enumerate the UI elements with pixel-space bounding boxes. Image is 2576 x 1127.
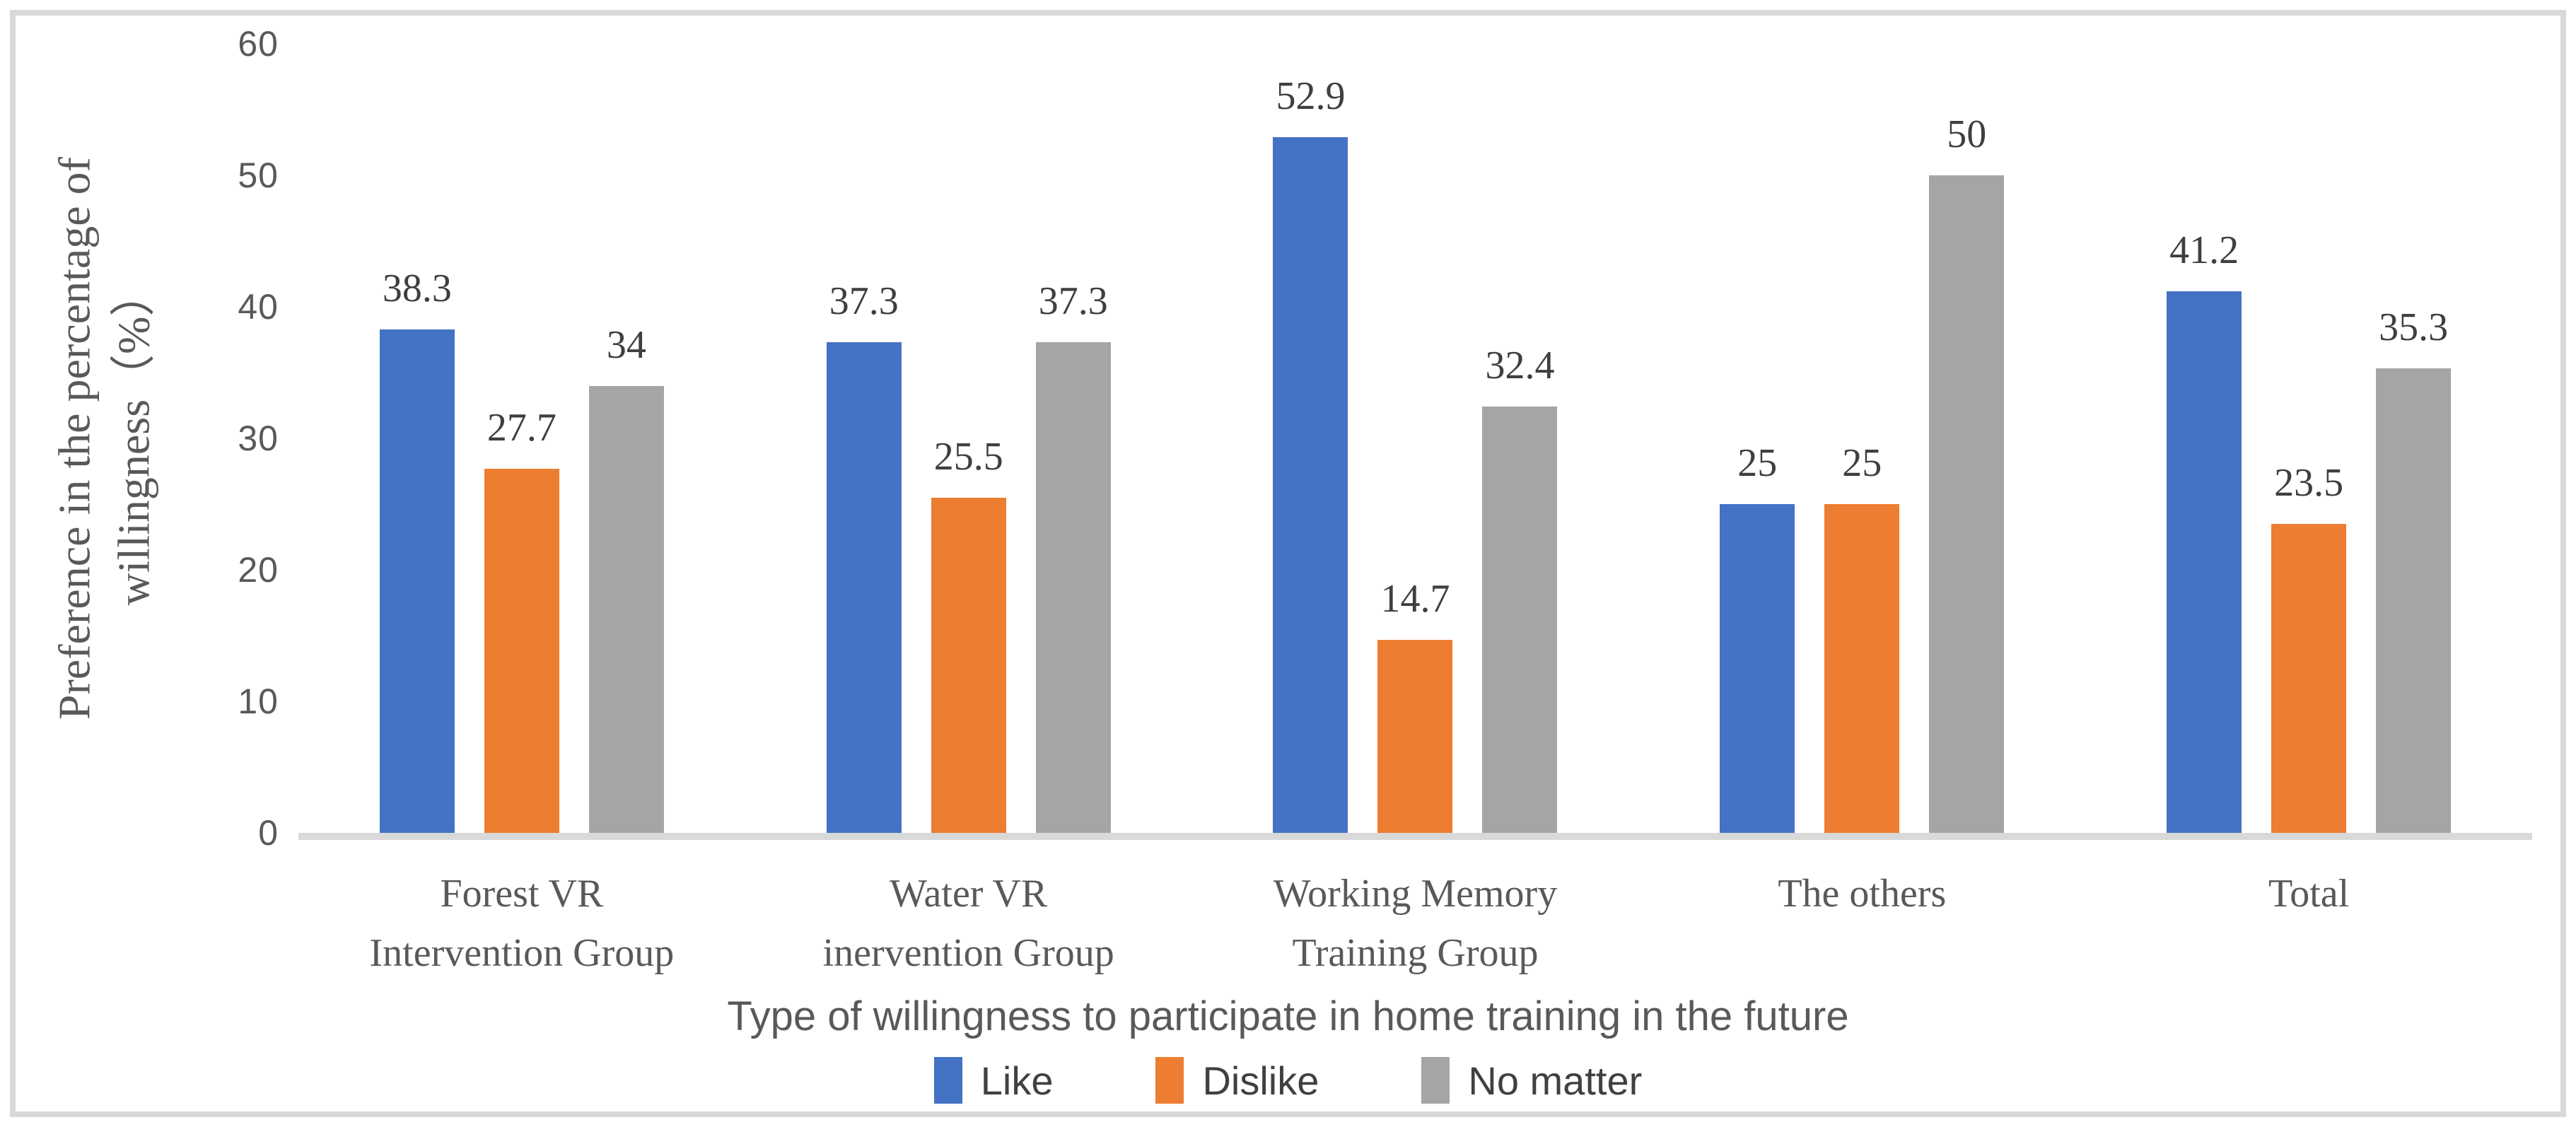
- no-matter-bar: 34: [588, 323, 664, 833]
- y-tick-label: 60: [238, 24, 279, 64]
- bar-chart: Preference in the percentage of willingn…: [16, 16, 2560, 1111]
- dislike-bar: 25.5: [931, 435, 1006, 833]
- category-label-line: Training Group: [1292, 931, 1539, 975]
- y-tick-label: 40: [238, 287, 279, 327]
- legend-label: No matter: [1468, 1058, 1643, 1103]
- category-label-line: Intervention Group: [369, 931, 675, 975]
- dislike-bar: 27.7: [484, 406, 559, 833]
- x-axis-title: Type of willingness to participate in ho…: [727, 993, 1849, 1039]
- bar-value-label: 32.4: [1485, 344, 1555, 388]
- category-label: Forest VR Intervention Group: [298, 864, 745, 983]
- legend-label: Dislike: [1202, 1058, 1319, 1103]
- category-label-line: inervention Group: [822, 931, 1114, 975]
- bar-value-label: 27.7: [486, 405, 556, 450]
- bar-value-label: 50: [1947, 112, 1987, 156]
- bar-value-label: 25: [1737, 441, 1778, 485]
- y-axis-title-area: Preference in the percentage of willingn…: [28, 44, 180, 833]
- no-matter-bar: 37.3: [1035, 279, 1111, 833]
- bar-group: 37.3 25.5 37.3: [745, 44, 1192, 833]
- bar-value-label: 41.2: [2169, 228, 2239, 272]
- bar-value-label: 34: [606, 322, 646, 367]
- legend-item-dislike: Dislike: [1155, 1057, 1319, 1104]
- category-labels: Forest VR Intervention Group Water VR inerv…: [298, 864, 2532, 983]
- bar-value-label: 23.5: [2274, 460, 2344, 505]
- legend: Like Dislike No matter: [16, 1057, 2560, 1104]
- bar-value-label: 38.3: [382, 266, 452, 310]
- dislike-bar: 23.5: [2271, 461, 2347, 833]
- no-matter-bar: 32.4: [1482, 344, 1558, 833]
- bar-group: 38.3 27.7 34: [298, 44, 745, 833]
- no-matter-bar: 35.3: [2376, 305, 2452, 833]
- y-tick-label: 50: [238, 156, 279, 195]
- y-tick-label: 20: [238, 550, 279, 590]
- bar-value-label: 37.3: [829, 279, 899, 324]
- like-bar: 41.2: [2167, 228, 2242, 833]
- legend-swatch-icon: [1421, 1057, 1450, 1104]
- category-label: Water VR inervention Group: [745, 864, 1192, 983]
- bar-value-label: 52.9: [1276, 74, 1346, 119]
- legend-swatch-icon: [933, 1057, 962, 1104]
- bar-value-label: 25: [1842, 441, 1882, 485]
- category-label-line: Forest VR: [440, 872, 604, 916]
- bar-value-label: 25.5: [933, 434, 1003, 479]
- like-bar: 37.3: [826, 279, 902, 833]
- y-axis-title-line-2: willingness（%）: [108, 271, 159, 606]
- category-label: Working Memory Training Group: [1192, 864, 1639, 983]
- bar-group: 52.9 14.7 32.4: [1192, 44, 1639, 833]
- y-tick-label: 0: [258, 813, 279, 853]
- category-label: Total: [2085, 864, 2532, 983]
- bar-group: 25 25 50: [1638, 44, 2085, 833]
- category-label-line: Working Memory: [1273, 872, 1558, 916]
- category-label-line: Water VR: [890, 872, 1048, 916]
- y-axis-ticks: 0 10 20 30 40 50 60: [189, 24, 298, 853]
- bar-value-label: 37.3: [1038, 279, 1108, 324]
- category-label: The others: [1638, 864, 2085, 983]
- y-axis-title-line-1: Preference in the percentage of: [49, 157, 100, 720]
- y-tick-label: 30: [238, 419, 279, 458]
- like-bar: 52.9: [1273, 74, 1348, 833]
- plot-area: 38.3 27.7 34 37.3 25.5 37.3 52.9 14.7 32.4 25 25 50…: [298, 44, 2532, 840]
- legend-item-no-matter: No matter: [1421, 1057, 1642, 1104]
- legend-swatch-icon: [1155, 1057, 1184, 1104]
- bar-group: 41.2 23.5 35.3: [2085, 44, 2532, 833]
- category-label-line: Total: [2268, 872, 2350, 916]
- y-axis-title: Preference in the percentage of willingn…: [45, 157, 164, 720]
- category-label-line: The others: [1778, 872, 1947, 916]
- bar-value-label: 14.7: [1380, 576, 1450, 621]
- dislike-bar: 25: [1824, 441, 1900, 833]
- y-tick-label: 10: [238, 682, 279, 721]
- figure-frame: Preference in the percentage of willingn…: [10, 10, 2566, 1117]
- like-bar: 25: [1720, 441, 1795, 833]
- legend-label: Like: [980, 1058, 1054, 1103]
- like-bar: 38.3: [379, 267, 455, 833]
- no-matter-bar: 50: [1929, 112, 2005, 833]
- bar-value-label: 35.3: [2379, 305, 2449, 350]
- plot-column: 38.3 27.7 34 37.3 25.5 37.3 52.9 14.7 32.4 25 25 50…: [298, 44, 2532, 983]
- chart-body: 0 10 20 30 40 50 60 38.3 27.7 34 37.3 25.5 37.3 52.9…: [189, 16, 2532, 983]
- legend-item-like: Like: [933, 1057, 1054, 1104]
- dislike-bar: 14.7: [1377, 577, 1453, 833]
